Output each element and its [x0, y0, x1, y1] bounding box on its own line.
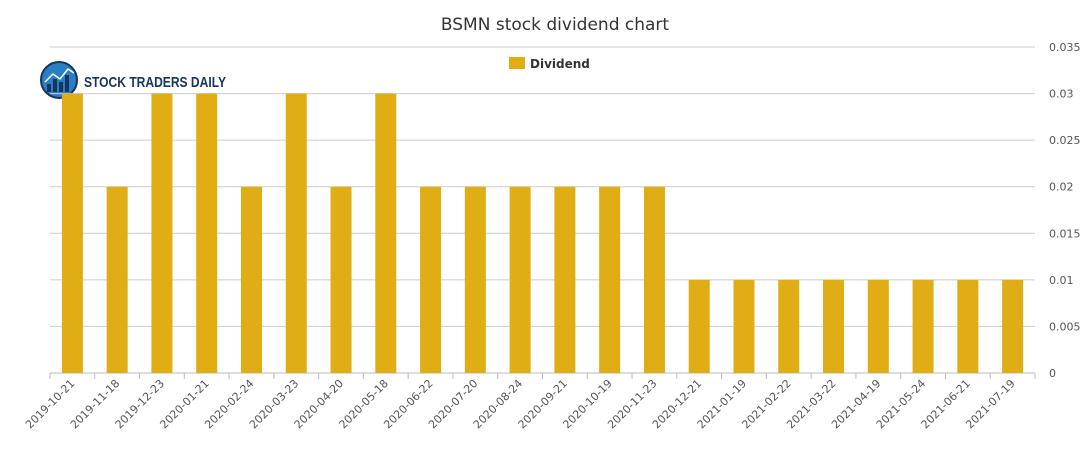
- bar: [912, 279, 934, 373]
- bar: [420, 186, 442, 373]
- y-axis: 0 0.005 0.01 0.015 0.02 0.025 0.03 0.035: [1049, 41, 1081, 380]
- bar: [599, 186, 621, 373]
- logo-bar-icon: [65, 75, 69, 92]
- logo-trend-icon: [44, 67, 75, 83]
- bar: [509, 186, 531, 373]
- bar: [464, 186, 486, 373]
- bar: [733, 279, 755, 373]
- logo-text: STOCK TRADERS DAILY: [84, 74, 226, 91]
- y-tick-label: 0.01: [1049, 274, 1074, 287]
- y-tick-label: 0.035: [1049, 41, 1081, 54]
- legend-label: Dividend: [530, 57, 590, 71]
- bar: [957, 279, 979, 373]
- bar: [867, 279, 889, 373]
- logo-bar-icon: [47, 84, 51, 92]
- logo-bar-icon: [59, 82, 63, 92]
- legend: Dividend: [509, 57, 590, 71]
- chart-title: BSMN stock dividend chart: [441, 15, 670, 35]
- y-tick-label: 0: [1049, 367, 1056, 380]
- y-tick-label: 0.03: [1049, 88, 1074, 101]
- bar: [778, 279, 800, 373]
- bar: [330, 186, 352, 373]
- logo-bar-icon: [53, 79, 57, 92]
- bar: [151, 93, 173, 374]
- y-tick-label: 0.005: [1049, 320, 1081, 333]
- bar: [643, 186, 665, 373]
- legend-swatch: [509, 57, 525, 69]
- logo: STOCK TRADERS DAILY: [40, 61, 226, 99]
- y-tick-label: 0.02: [1049, 181, 1074, 194]
- y-tick-label: 0.025: [1049, 134, 1081, 147]
- x-axis: 2019-10-212019-11-182019-12-232020-01-21…: [23, 373, 1036, 431]
- bar: [196, 93, 218, 374]
- bar: [1002, 279, 1024, 373]
- bar: [823, 279, 845, 373]
- y-tick-label: 0.015: [1049, 227, 1081, 240]
- bar: [240, 186, 262, 373]
- bar: [285, 93, 307, 374]
- bar: [688, 279, 710, 373]
- bar: [106, 186, 128, 373]
- bar: [61, 93, 83, 374]
- bar: [554, 186, 576, 373]
- bar: [375, 93, 397, 374]
- bars: [61, 93, 1024, 374]
